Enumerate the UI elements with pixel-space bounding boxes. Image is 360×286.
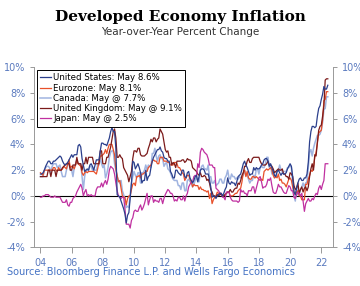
Line: United Kingdom: May @ 9.1%: United Kingdom: May @ 9.1% [40, 79, 328, 197]
United States: May 8.6%: (2.01e+03, 2.3): May 8.6%: (2.01e+03, 2.3) [135, 165, 139, 168]
Line: Eurozone: May 8.1%: Eurozone: May 8.1% [40, 92, 328, 205]
Line: Canada: May @ 7.7%: Canada: May @ 7.7% [40, 97, 328, 208]
Line: Japan: May @ 2.5%: Japan: May @ 2.5% [40, 148, 328, 228]
Japan: May @ 2.5%: (2.01e+03, -0.6): May @ 2.5%: (2.01e+03, -0.6) [142, 202, 147, 205]
United Kingdom: May @ 9.1%: (2.02e+03, 0.7): May @ 9.1%: (2.02e+03, 0.7) [300, 185, 304, 189]
Eurozone: May 8.1%: (2.01e+03, -0.7): May 8.1%: (2.01e+03, -0.7) [124, 203, 129, 206]
Eurozone: May 8.1%: (2.02e+03, 8.1): May 8.1%: (2.02e+03, 8.1) [326, 90, 330, 93]
Canada: May @ 7.7%: (2e+03, 1.5): May @ 7.7%: (2e+03, 1.5) [38, 175, 42, 178]
United States: May 8.6%: (2.01e+03, -2.1): May 8.6%: (2.01e+03, -2.1) [124, 221, 129, 225]
United Kingdom: May @ 9.1%: (2.02e+03, -0.1): May @ 9.1%: (2.02e+03, -0.1) [214, 196, 218, 199]
Eurozone: May 8.1%: (2.01e+03, 2.8): May 8.1%: (2.01e+03, 2.8) [75, 158, 79, 162]
Eurozone: May 8.1%: (2.01e+03, 1.5): May 8.1%: (2.01e+03, 1.5) [135, 175, 139, 178]
Eurozone: May 8.1%: (2.02e+03, 8.1): May 8.1%: (2.02e+03, 8.1) [324, 90, 329, 93]
Eurozone: May 8.1%: (2.02e+03, -0.3): May 8.1%: (2.02e+03, -0.3) [300, 198, 304, 201]
Eurozone: May 8.1%: (2e+03, 1.8): May 8.1%: (2e+03, 1.8) [38, 171, 42, 174]
United States: May 8.6%: (2.01e+03, 3.2): May 8.6%: (2.01e+03, 3.2) [75, 153, 79, 156]
Text: Developed Economy Inflation: Developed Economy Inflation [55, 10, 305, 24]
United Kingdom: May @ 9.1%: (2.01e+03, 3.5): May @ 9.1%: (2.01e+03, 3.5) [133, 149, 138, 153]
Japan: May @ 2.5%: (2.01e+03, -0.1): May @ 2.5%: (2.01e+03, -0.1) [118, 196, 122, 199]
Eurozone: May 8.1%: (2e+03, 2): May 8.1%: (2e+03, 2) [50, 168, 54, 172]
Japan: May @ 2.5%: (2.01e+03, 3.7): May @ 2.5%: (2.01e+03, 3.7) [199, 146, 204, 150]
Japan: May @ 2.5%: (2.02e+03, 2.5): May @ 2.5%: (2.02e+03, 2.5) [326, 162, 330, 165]
Canada: May @ 7.7%: (2e+03, 2.3): May @ 7.7%: (2e+03, 2.3) [50, 165, 54, 168]
Canada: May @ 7.7%: (2.01e+03, 2): May @ 7.7%: (2.01e+03, 2) [142, 168, 147, 172]
Legend: United States: May 8.6%, Eurozone: May 8.1%, Canada: May @ 7.7%, United Kingdom:: United States: May 8.6%, Eurozone: May 8… [37, 70, 185, 127]
United Kingdom: May @ 9.1%: (2.02e+03, 9.1): May @ 9.1%: (2.02e+03, 9.1) [324, 77, 329, 81]
Eurozone: May 8.1%: (2.01e+03, 1.2): May 8.1%: (2.01e+03, 1.2) [118, 179, 122, 182]
Japan: May @ 2.5%: (2.01e+03, 0.3): May @ 2.5%: (2.01e+03, 0.3) [75, 190, 79, 194]
Canada: May @ 7.7%: (2.02e+03, 0.7): May @ 7.7%: (2.02e+03, 0.7) [300, 185, 304, 189]
United Kingdom: May @ 9.1%: (2e+03, 2): May @ 9.1%: (2e+03, 2) [50, 168, 54, 172]
United States: May 8.6%: (2.02e+03, 1.2): May 8.6%: (2.02e+03, 1.2) [300, 179, 304, 182]
Japan: May @ 2.5%: (2.01e+03, -1.2): May @ 2.5%: (2.01e+03, -1.2) [135, 210, 139, 213]
Canada: May @ 7.7%: (2.01e+03, 2.8): May @ 7.7%: (2.01e+03, 2.8) [75, 158, 79, 162]
United Kingdom: May @ 9.1%: (2.02e+03, 9.1): May @ 9.1%: (2.02e+03, 9.1) [326, 77, 330, 81]
United Kingdom: May @ 9.1%: (2.01e+03, 3.1): May @ 9.1%: (2.01e+03, 3.1) [141, 154, 145, 158]
United Kingdom: May @ 9.1%: (2.01e+03, 3): May @ 9.1%: (2.01e+03, 3) [75, 156, 79, 159]
Japan: May @ 2.5%: (2.02e+03, -0.4): May @ 2.5%: (2.02e+03, -0.4) [301, 199, 305, 203]
Canada: May @ 7.7%: (2.02e+03, 7.7): May @ 7.7%: (2.02e+03, 7.7) [326, 95, 330, 98]
Canada: May @ 7.7%: (2.01e+03, 1): May @ 7.7%: (2.01e+03, 1) [118, 181, 122, 185]
Canada: May @ 7.7%: (2.02e+03, 7.7): May @ 7.7%: (2.02e+03, 7.7) [324, 95, 329, 98]
United States: May 8.6%: (2.01e+03, -0.1): May 8.6%: (2.01e+03, -0.1) [118, 196, 122, 199]
Canada: May @ 7.7%: (2.01e+03, 1.4): May @ 7.7%: (2.01e+03, 1.4) [135, 176, 139, 180]
Japan: May @ 2.5%: (2.01e+03, -2.5): May @ 2.5%: (2.01e+03, -2.5) [128, 227, 132, 230]
United States: May 8.6%: (2e+03, 2.5): May 8.6%: (2e+03, 2.5) [50, 162, 54, 165]
Line: United States: May 8.6%: United States: May 8.6% [40, 85, 328, 223]
United Kingdom: May @ 9.1%: (2.01e+03, 3.2): May @ 9.1%: (2.01e+03, 3.2) [118, 153, 122, 156]
Japan: May @ 2.5%: (2e+03, -0.1): May @ 2.5%: (2e+03, -0.1) [38, 196, 42, 199]
United States: May 8.6%: (2.01e+03, 1.2): May 8.6%: (2.01e+03, 1.2) [142, 179, 147, 182]
United States: May 8.6%: (2e+03, 1.7): May 8.6%: (2e+03, 1.7) [38, 172, 42, 176]
Eurozone: May 8.1%: (2.01e+03, 1.8): May 8.1%: (2.01e+03, 1.8) [142, 171, 147, 174]
Japan: May @ 2.5%: (2e+03, -0.1): May @ 2.5%: (2e+03, -0.1) [50, 196, 54, 199]
United States: May 8.6%: (2.02e+03, 8.6): May 8.6%: (2.02e+03, 8.6) [326, 84, 330, 87]
United Kingdom: May @ 9.1%: (2e+03, 1.5): May @ 9.1%: (2e+03, 1.5) [38, 175, 42, 178]
Text: Source: Bloomberg Finance L.P. and Wells Fargo Economics: Source: Bloomberg Finance L.P. and Wells… [7, 267, 295, 277]
Text: Year-over-Year Percent Change: Year-over-Year Percent Change [101, 27, 259, 37]
Canada: May @ 7.7%: (2.01e+03, -0.9): May @ 7.7%: (2.01e+03, -0.9) [124, 206, 129, 209]
